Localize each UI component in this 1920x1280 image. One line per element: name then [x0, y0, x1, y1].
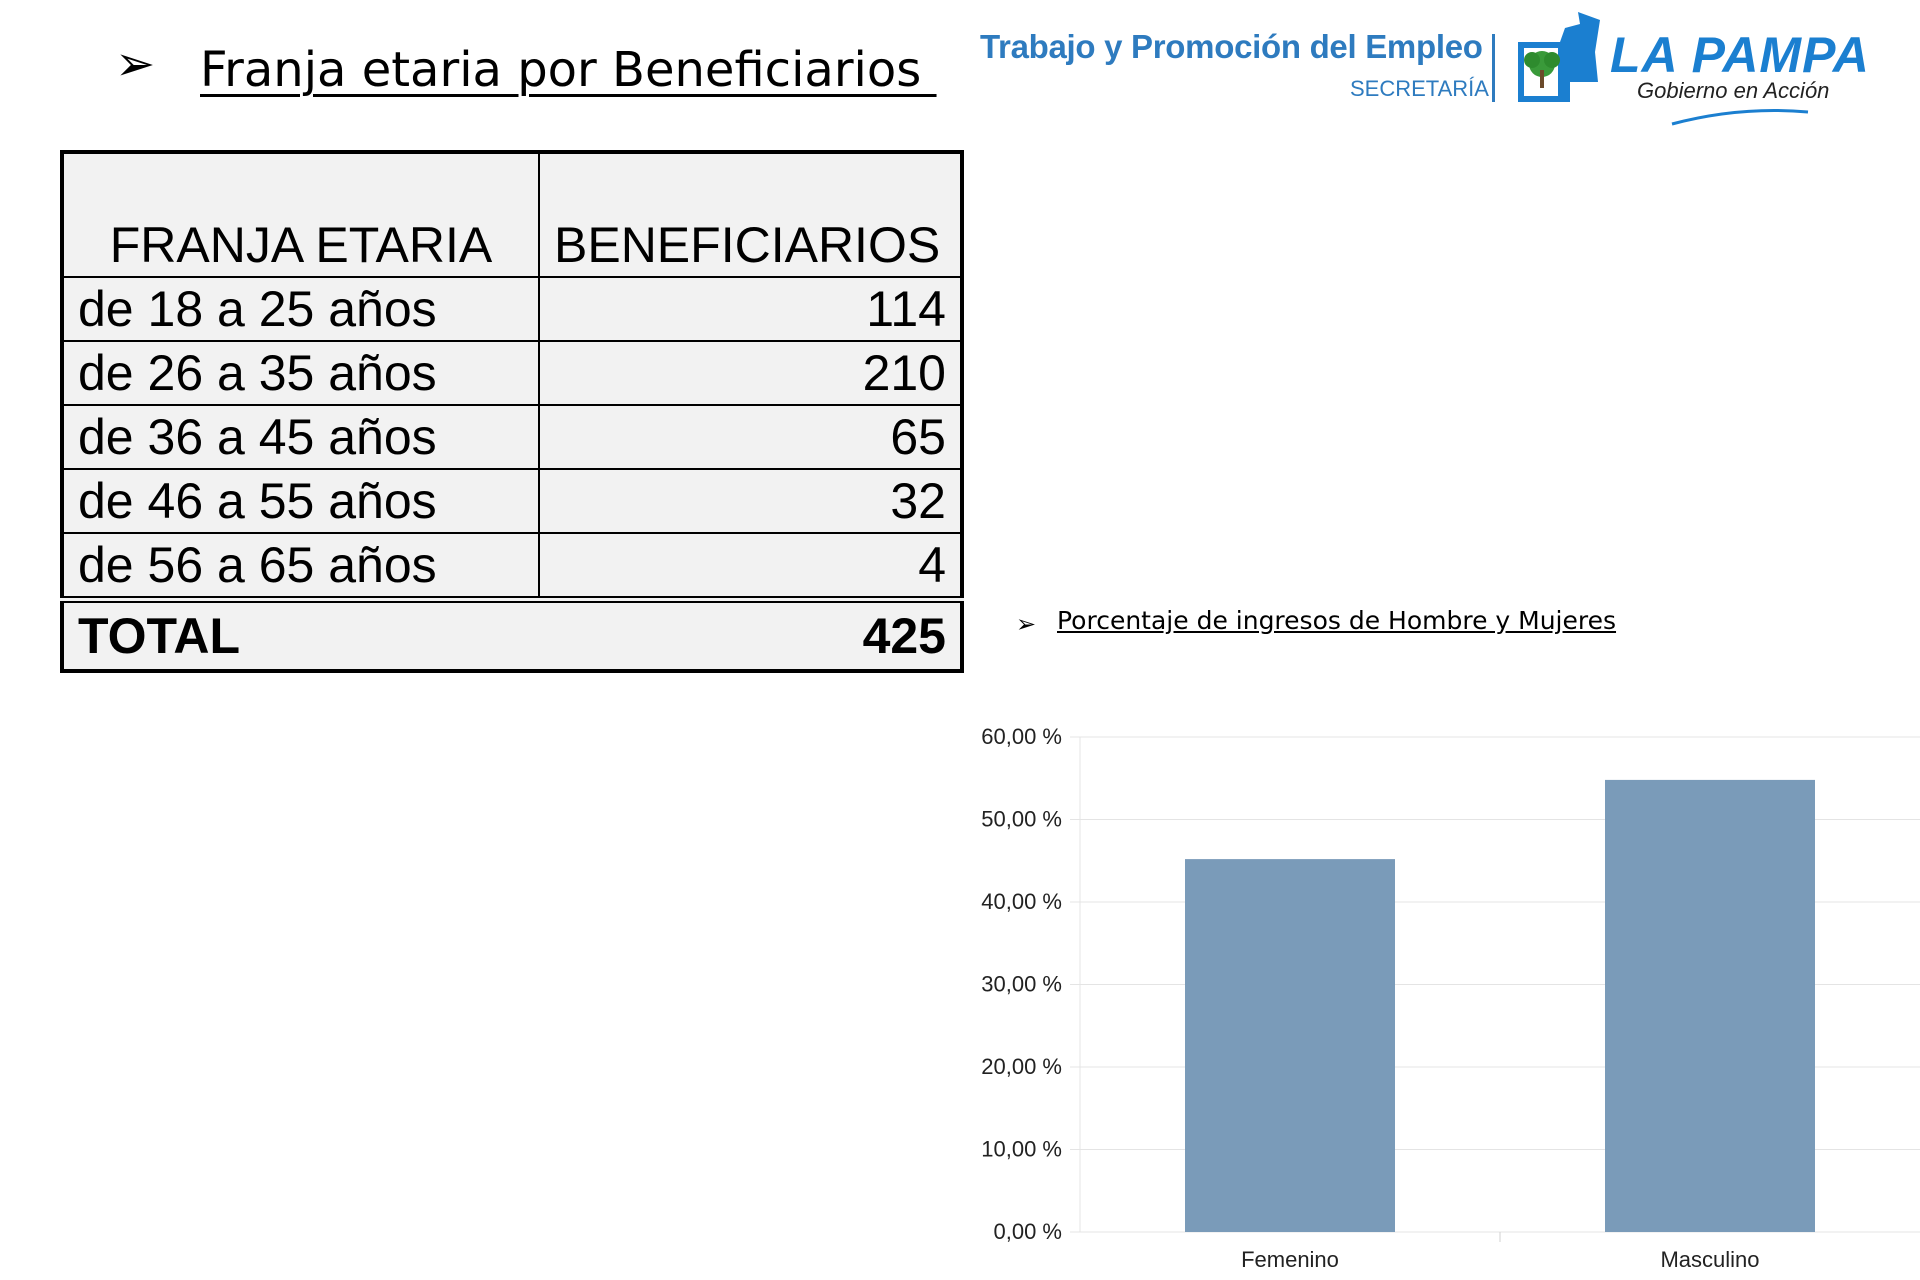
chart-title: Porcentaje de ingresos de Hombre y Mujer…: [1057, 606, 1617, 635]
y-tick-label: 40,00 %: [981, 889, 1062, 914]
y-tick-label: 10,00 %: [981, 1137, 1062, 1162]
total-value: 425: [539, 596, 963, 672]
table-row: de 18 a 25 años 114: [61, 276, 963, 342]
beneficiaries-cell: 4: [538, 532, 963, 601]
age-range-cell: de 26 a 35 años: [61, 340, 540, 406]
total-label: TOTAL: [61, 596, 539, 672]
header-beneficiarios: BENEFICIARIOS: [538, 151, 963, 278]
bullet-arrow-icon: ➢: [1016, 610, 1037, 638]
y-tick-label: 30,00 %: [981, 972, 1062, 997]
logo-divider: [1492, 34, 1495, 102]
age-range-cell: de 18 a 25 años: [61, 276, 540, 342]
logo-swoosh-icon: [1671, 109, 1809, 126]
header-franja-etaria: FRANJA ETARIA: [61, 151, 540, 278]
table-row: de 46 a 55 años 32: [61, 468, 963, 534]
total-row: TOTAL 425: [61, 596, 963, 672]
age-range-table: FRANJA ETARIA BENEFICIARIOS de 18 a 25 a…: [60, 150, 964, 673]
age-range-cell: de 56 a 65 años: [61, 532, 540, 601]
table-header-row: FRANJA ETARIA BENEFICIARIOS: [61, 151, 963, 278]
la-pampa-map-icon: [1518, 12, 1600, 102]
beneficiaries-cell: 114: [538, 276, 963, 342]
bar-femenino: [1185, 859, 1395, 1232]
logo-brand: LA PAMPA: [1610, 27, 1870, 83]
age-range-cell: de 46 a 55 años: [61, 468, 540, 534]
table-row: de 26 a 35 años 210: [61, 340, 963, 406]
bar-masculino: [1605, 779, 1815, 1232]
gender-percentage-bar-chart: 0,00 % 10,00 % 20,00 % 30,00 % 40,00 % 50,00 …: [981, 724, 1920, 1272]
y-tick-label: 50,00 %: [981, 807, 1062, 832]
y-tick-label: 0,00 %: [994, 1219, 1063, 1244]
table-row: de 56 a 65 años 4: [61, 532, 963, 601]
table-row: de 36 a 45 años 65: [61, 404, 963, 470]
y-tick-label: 60,00 %: [981, 724, 1062, 749]
x-tick-label: Femenino: [1241, 1247, 1339, 1272]
age-range-cell: de 36 a 45 años: [61, 404, 540, 470]
government-logo: Trabajo y Promoción del Empleo SECRETARÍ…: [980, 12, 1880, 132]
beneficiaries-cell: 210: [538, 340, 963, 406]
x-tick-label: Masculino: [1660, 1247, 1759, 1272]
logo-tagline: Gobierno en Acción: [1637, 78, 1830, 103]
logo-secretaria: SECRETARÍA: [1350, 76, 1489, 101]
y-tick-label: 20,00 %: [981, 1054, 1062, 1079]
beneficiaries-cell: 65: [538, 404, 963, 470]
beneficiaries-cell: 32: [538, 468, 963, 534]
chart-bars: [1185, 779, 1815, 1232]
logo-department-name: Trabajo y Promoción del Empleo: [980, 28, 1483, 65]
bullet-arrow-icon: ➢: [115, 36, 156, 92]
chart-y-axis: 0,00 % 10,00 % 20,00 % 30,00 % 40,00 % 50,00 …: [981, 724, 1501, 1244]
chart-x-axis: Femenino Masculino: [1241, 1247, 1759, 1272]
page-title: Franja etaria por Beneficiarios: [200, 42, 937, 98]
